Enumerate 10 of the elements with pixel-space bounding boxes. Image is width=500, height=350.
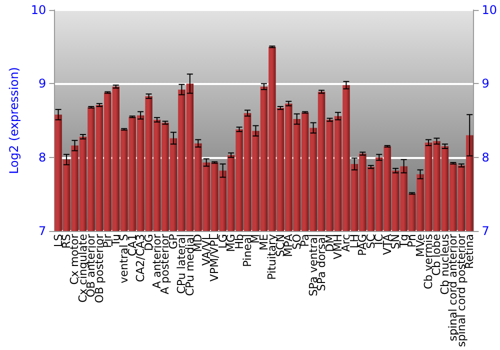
y-tick-label: 9 [38, 76, 46, 91]
y-axis-title: Log2 (expression) [7, 67, 21, 174]
y2-tick-label: 9 [482, 76, 490, 91]
y-tick-label: 7 [38, 224, 46, 238]
x-tick-label: Pituitary [266, 234, 279, 280]
y2-tick-label: 10 [482, 3, 498, 17]
y-tick-label: 10 [30, 3, 46, 17]
y-tick-label: 8 [38, 150, 46, 164]
y2-tick-label: 7 [482, 224, 490, 238]
y2-tick-label: 8 [482, 150, 490, 164]
